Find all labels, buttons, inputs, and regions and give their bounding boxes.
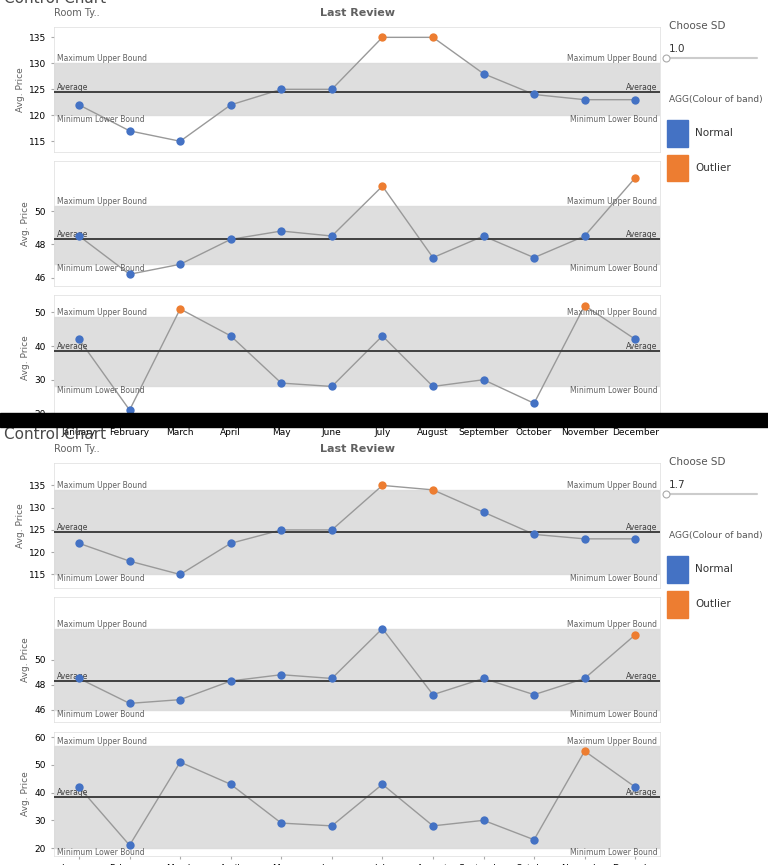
- Text: Average: Average: [626, 788, 657, 797]
- Bar: [667, 591, 688, 618]
- Text: 1.0: 1.0: [669, 43, 686, 54]
- Text: Maximum Upper Bound: Maximum Upper Bound: [57, 619, 147, 629]
- Text: Choose SD: Choose SD: [669, 21, 726, 31]
- Text: Maximum Upper Bound: Maximum Upper Bound: [568, 619, 657, 629]
- Bar: [54, 63, 660, 115]
- Bar: [667, 119, 688, 146]
- Text: Average: Average: [626, 230, 657, 240]
- Text: Minimum Lower Bound: Minimum Lower Bound: [570, 387, 657, 395]
- Text: Minimum Lower Bound: Minimum Lower Bound: [57, 387, 144, 395]
- Text: Maximum Upper Bound: Maximum Upper Bound: [568, 197, 657, 206]
- Text: Maximum Upper Bound: Maximum Upper Bound: [568, 736, 657, 746]
- Text: Maximum Upper Bound: Maximum Upper Bound: [57, 481, 147, 490]
- Text: Outlier: Outlier: [695, 163, 730, 173]
- Text: Minimum Lower Bound: Minimum Lower Bound: [57, 848, 144, 857]
- Text: Minimum Lower Bound: Minimum Lower Bound: [570, 848, 657, 857]
- Text: Control Chart: Control Chart: [4, 427, 106, 442]
- Text: Average: Average: [626, 523, 657, 532]
- Y-axis label: Avg. Price: Avg. Price: [22, 638, 31, 682]
- Text: Average: Average: [57, 523, 88, 532]
- Text: Normal: Normal: [695, 128, 733, 138]
- Text: Average: Average: [626, 672, 657, 681]
- Text: Minimum Lower Bound: Minimum Lower Bound: [57, 265, 144, 273]
- Text: Normal: Normal: [695, 564, 733, 574]
- Y-axis label: Avg. Price: Avg. Price: [22, 336, 31, 381]
- Text: Minimum Lower Bound: Minimum Lower Bound: [570, 574, 657, 584]
- Text: Choose SD: Choose SD: [669, 458, 726, 467]
- Text: Average: Average: [57, 672, 88, 681]
- Text: 1.7: 1.7: [669, 480, 686, 490]
- Text: Minimum Lower Bound: Minimum Lower Bound: [57, 115, 144, 125]
- Text: Room Ty..: Room Ty..: [54, 445, 99, 454]
- Text: Last Review: Last Review: [319, 445, 395, 454]
- Text: Room Ty..: Room Ty..: [54, 8, 99, 18]
- Text: Maximum Upper Bound: Maximum Upper Bound: [57, 308, 147, 317]
- Text: Maximum Upper Bound: Maximum Upper Bound: [568, 308, 657, 317]
- Text: Control Chart: Control Chart: [4, 0, 106, 6]
- Bar: [667, 556, 688, 583]
- Bar: [54, 317, 660, 387]
- Bar: [667, 155, 688, 182]
- Text: Maximum Upper Bound: Maximum Upper Bound: [57, 54, 147, 63]
- Bar: [54, 206, 660, 265]
- Text: Outlier: Outlier: [695, 599, 730, 609]
- Bar: [54, 490, 660, 574]
- Text: Average: Average: [57, 788, 88, 797]
- Bar: [54, 629, 660, 709]
- Text: Maximum Upper Bound: Maximum Upper Bound: [568, 481, 657, 490]
- Text: AGG(Colour of band): AGG(Colour of band): [669, 531, 763, 541]
- Text: Last Review: Last Review: [319, 8, 395, 18]
- Text: Minimum Lower Bound: Minimum Lower Bound: [57, 574, 144, 584]
- Text: Maximum Upper Bound: Maximum Upper Bound: [57, 736, 147, 746]
- Y-axis label: Avg. Price: Avg. Price: [22, 772, 31, 817]
- Text: Minimum Lower Bound: Minimum Lower Bound: [570, 709, 657, 719]
- Text: Average: Average: [626, 342, 657, 351]
- Text: Maximum Upper Bound: Maximum Upper Bound: [57, 197, 147, 206]
- Text: Average: Average: [57, 342, 88, 351]
- Text: Average: Average: [626, 83, 657, 92]
- Y-axis label: Avg. Price: Avg. Price: [15, 503, 25, 548]
- Text: Minimum Lower Bound: Minimum Lower Bound: [570, 115, 657, 125]
- Text: AGG(Colour of band): AGG(Colour of band): [669, 95, 763, 104]
- Y-axis label: Avg. Price: Avg. Price: [22, 202, 31, 246]
- Y-axis label: Avg. Price: Avg. Price: [15, 67, 25, 112]
- Text: Maximum Upper Bound: Maximum Upper Bound: [568, 54, 657, 63]
- Text: Minimum Lower Bound: Minimum Lower Bound: [57, 709, 144, 719]
- Text: Minimum Lower Bound: Minimum Lower Bound: [570, 265, 657, 273]
- Text: Average: Average: [57, 83, 88, 92]
- Bar: [54, 746, 660, 848]
- Text: Average: Average: [57, 230, 88, 240]
